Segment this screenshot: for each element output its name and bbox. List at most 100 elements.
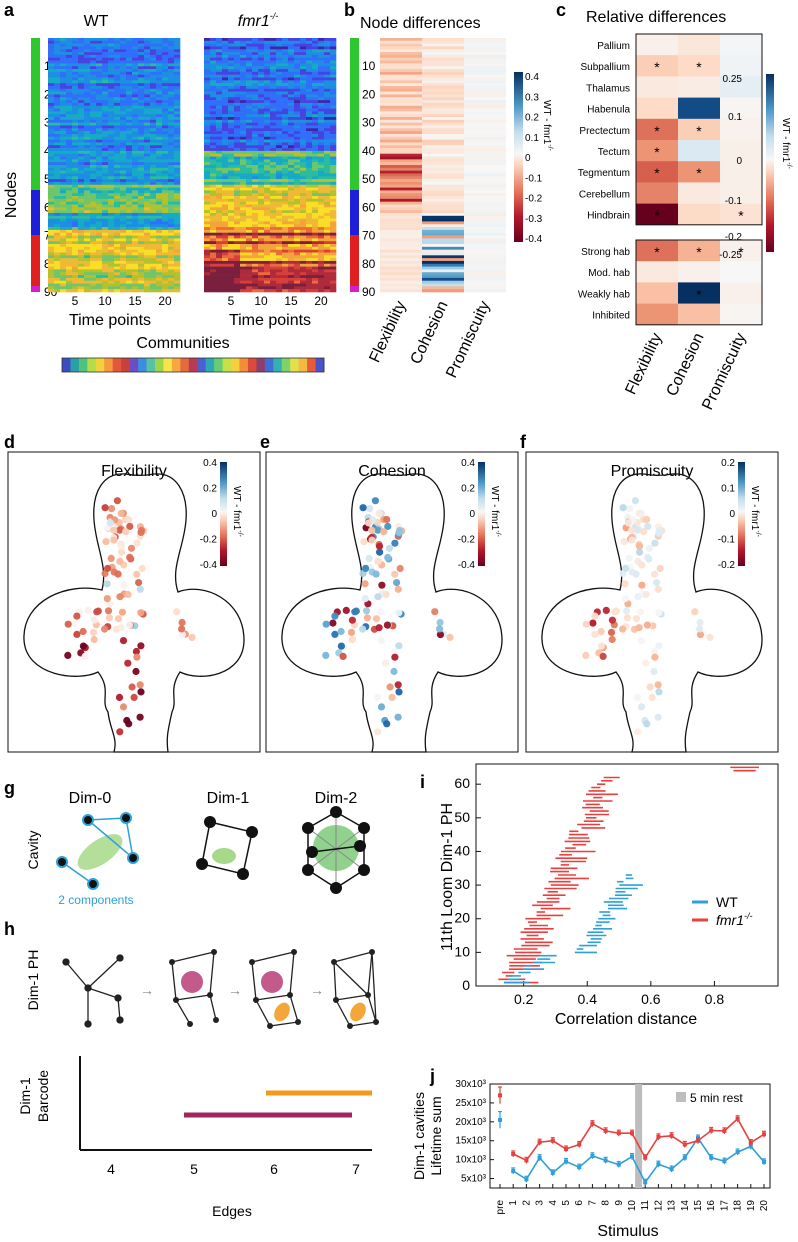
node-difference-heatmap [380, 38, 506, 293]
heat-cell [324, 133, 331, 138]
heat-cell [252, 173, 259, 177]
heat-cell [144, 102, 151, 107]
heat-cell [330, 187, 337, 191]
heat-cell [132, 88, 139, 92]
heat-cell [288, 252, 295, 256]
heat-cell [252, 167, 259, 171]
heat-cell [144, 71, 151, 75]
heat-cell [300, 148, 307, 152]
heat-cell [300, 46, 307, 50]
heat-cell [156, 153, 163, 157]
heat-cell [156, 258, 163, 262]
heat-cell [282, 286, 289, 290]
heat-cell [138, 201, 145, 205]
heat-cell [60, 102, 67, 107]
heat-cell [150, 139, 157, 143]
heat-cell [318, 198, 325, 202]
heat-cell [120, 159, 127, 163]
heat-cell [240, 117, 247, 121]
heat-cell [114, 142, 121, 146]
heat-cell [126, 204, 133, 208]
heat-cell [72, 229, 79, 234]
heat-cell [78, 83, 85, 87]
heat-cell [282, 162, 289, 166]
heat-cell [144, 108, 151, 112]
heat-cell [312, 100, 319, 104]
heat-cell [240, 156, 247, 160]
heat-cell [114, 57, 121, 61]
heat-cell [264, 170, 271, 174]
heat-cell [312, 238, 319, 242]
heat-cell [102, 100, 109, 104]
heat-cell [54, 179, 61, 183]
heat-cell [276, 181, 283, 186]
node-dot [646, 683, 654, 691]
heat-cell [120, 198, 127, 202]
heat-cell [240, 244, 247, 248]
community-swatch [298, 358, 308, 372]
heat-cell [246, 170, 253, 174]
heat-cell [300, 111, 307, 115]
hab-group-label: Strong hab [581, 247, 630, 258]
heat-cell [138, 246, 145, 250]
heat-cell [60, 136, 67, 140]
heat-cell [90, 139, 97, 143]
heat-cell [120, 38, 127, 42]
heat-cell [126, 238, 133, 242]
heat-cell [222, 224, 229, 228]
node-dot [113, 497, 121, 505]
heat-cell [282, 255, 289, 259]
heat-cell [318, 238, 325, 242]
heat-cell [240, 91, 247, 95]
heat-cell [120, 145, 127, 149]
heat-cell [60, 153, 67, 157]
j-xtick-7: 7 [587, 1200, 598, 1206]
heat-cell [288, 277, 295, 282]
heat-cell [270, 170, 277, 174]
heat-cell [324, 260, 331, 265]
brain-map-panels: Flexibility 0.40.20-0.2-0.4WT - fmr1-/-Co… [7, 451, 779, 753]
heat-cell [282, 260, 289, 265]
heat-cell [294, 173, 301, 177]
heat-cell [312, 111, 319, 115]
heat-cell [126, 170, 133, 174]
heat-cell [54, 263, 61, 267]
heat-cell [84, 227, 91, 231]
brain-cbar-tick: -0.2 [458, 535, 476, 546]
heat-cell [54, 280, 61, 284]
heat-cell [216, 52, 223, 56]
heat-cell [210, 131, 217, 135]
heat-cell [294, 241, 301, 245]
heat-cell [144, 136, 151, 140]
heat-cell [246, 198, 253, 202]
node-dot [124, 590, 132, 599]
heat-cell [270, 49, 277, 53]
heat-cell [306, 128, 313, 132]
node-dot [136, 585, 144, 593]
heat-cell [228, 263, 235, 267]
heat-cell [66, 105, 73, 109]
heat-cell [168, 224, 175, 228]
heat-cell [72, 204, 79, 208]
heat-cell [54, 97, 61, 101]
heat-cell [108, 108, 115, 112]
heat-cell [90, 40, 97, 44]
heat-cell [120, 170, 127, 174]
node-dot [374, 728, 382, 736]
heat-cell [168, 153, 175, 157]
j-xtick-18: 18 [733, 1200, 744, 1212]
heat-cell [132, 145, 139, 149]
diff-cell [380, 57, 422, 61]
heat-cell [204, 136, 211, 140]
heat-cell [318, 260, 325, 265]
heat-cell [210, 142, 217, 146]
heat-cell [240, 102, 247, 107]
heat-cell [66, 38, 73, 42]
fmr1-time-tick-10: 10 [254, 294, 268, 308]
heat-cell [72, 159, 79, 163]
heat-cell [60, 196, 67, 200]
heat-cell [156, 148, 163, 152]
diff-cell [422, 289, 464, 293]
heat-cell [162, 153, 169, 157]
node-dot [359, 504, 367, 512]
